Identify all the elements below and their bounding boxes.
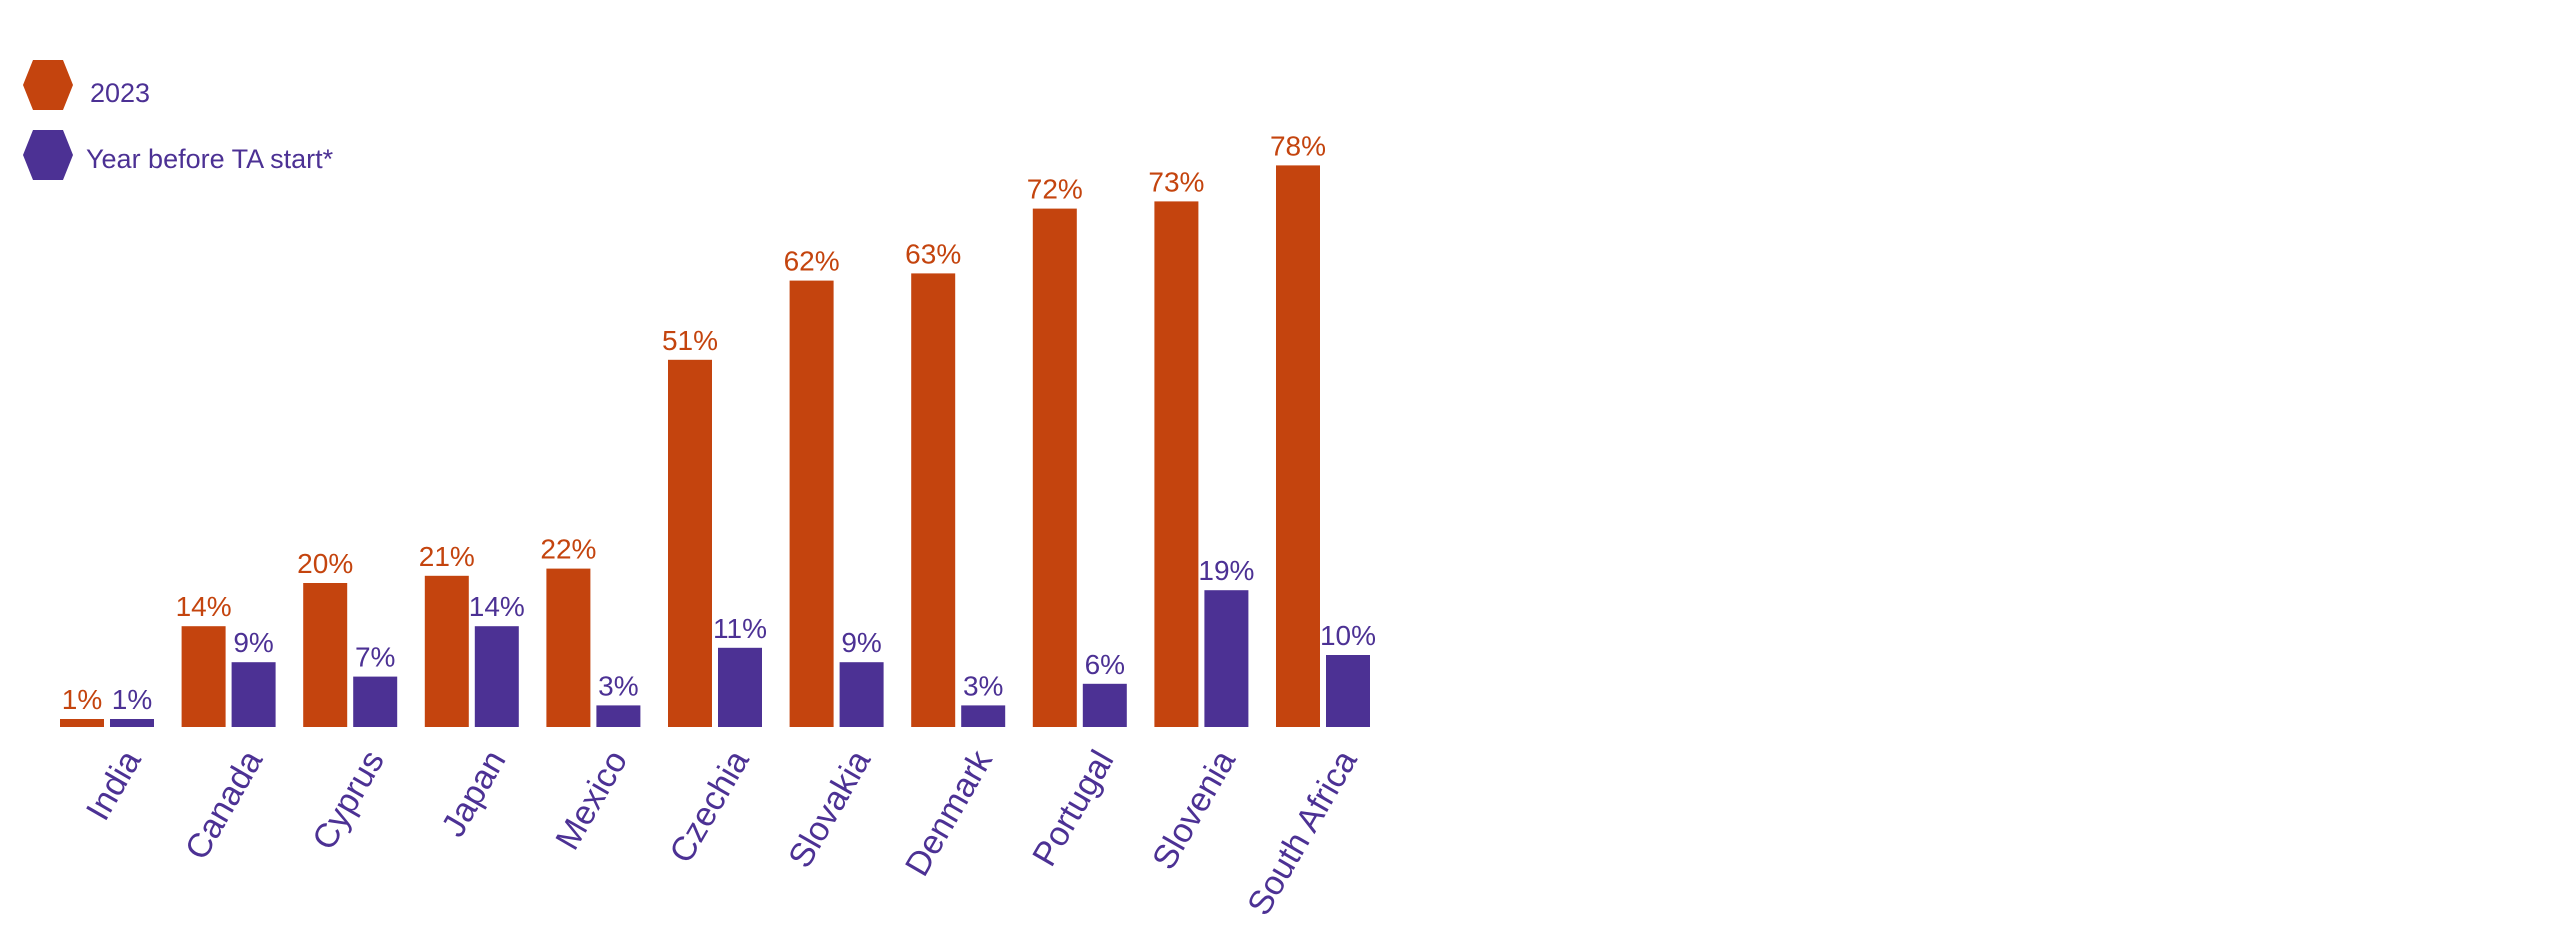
bar-canada-series-1 [181,626,226,727]
bar-japan-series-2 [474,626,519,727]
bar-denmark-series-2 [961,705,1006,727]
category-label-cyprus: Cyprus [305,744,392,856]
bar-india-series-1 [60,719,104,727]
value-label-slovenia-series-2: 19% [1198,555,1254,586]
value-label-india-series-1: 1% [62,684,102,715]
bars-group [60,165,1370,728]
value-label-india-series-2: 1% [112,684,152,715]
value-labels-group: 1% 1%14%9%20%7%21%14%22%3%51%11%62%9%63%3… [62,130,1376,715]
category-labels-group: India Canada Cyprus Japan Mexico Czechia Slova… [79,743,1365,922]
value-label-czechia-series-2: 11% [713,613,767,644]
bar-slovakia-series-2 [839,662,884,727]
value-label-czechia-series-1: 51% [662,325,718,356]
value-label-south-africa-series-1: 78% [1270,130,1326,161]
bar-south-africa-series-1 [1276,165,1320,727]
value-label-japan-series-2: 14% [469,591,525,622]
value-label-cyprus-series-1: 20% [297,548,353,579]
bar-mexico-series-2 [596,705,641,727]
legend-label-before: Year before TA start* [86,144,334,174]
category-label-slovenia: Slovenia [1145,744,1243,876]
bar-japan-series-1 [424,575,469,727]
category-label-canada: Canada [178,744,271,866]
category-label-czechia: Czechia [662,744,756,869]
bar-south-africa-series-2 [1326,655,1370,727]
value-label-denmark-series-1: 63% [905,238,961,269]
value-label-canada-series-2: 9% [233,627,273,658]
category-label-mexico: Mexico [548,744,635,856]
value-label-south-africa-series-2: 10% [1320,620,1376,651]
legend: 2023 Year before TA start* [23,60,334,180]
category-label-india: India [79,744,149,827]
value-label-canada-series-1: 14% [176,591,232,622]
bar-slovenia-series-1 [1154,201,1199,727]
legend-hexagon-icon-2023 [23,60,73,110]
category-label-south-africa: South Africa [1240,744,1365,922]
bar-slovakia-series-1 [789,280,834,727]
bar-czechia-series-1 [668,359,712,727]
category-label-japan: Japan [434,744,513,843]
category-label-slovakia: Slovakia [781,744,878,874]
value-label-cyprus-series-2: 7% [355,642,395,673]
bar-slovenia-series-2 [1204,590,1249,727]
bar-india-series-2 [110,719,154,727]
bar-czechia-series-2 [718,647,762,727]
value-label-japan-series-1: 21% [419,541,475,572]
bar-cyprus-series-1 [303,583,348,727]
value-label-slovenia-series-1: 73% [1148,166,1204,197]
value-label-portugal-series-1: 72% [1027,174,1083,205]
bar-cyprus-series-2 [353,676,398,727]
bar-portugal-series-1 [1032,208,1077,728]
value-label-denmark-series-2: 3% [963,670,1003,701]
category-label-portugal: Portugal [1025,744,1121,873]
value-label-slovakia-series-2: 9% [841,627,881,658]
bar-canada-series-2 [231,662,276,727]
bar-denmark-series-1 [911,273,956,727]
bar-mexico-series-1 [546,568,591,727]
bar-portugal-series-2 [1082,683,1127,727]
legend-label-2023: 2023 [90,78,150,108]
category-label-denmark: Denmark [898,743,1000,882]
value-label-mexico-series-2: 3% [598,670,638,701]
legend-hexagon-icon-before [23,130,73,180]
value-label-mexico-series-1: 22% [540,534,596,565]
value-label-portugal-series-2: 6% [1085,649,1125,680]
value-label-slovakia-series-1: 62% [784,246,840,277]
